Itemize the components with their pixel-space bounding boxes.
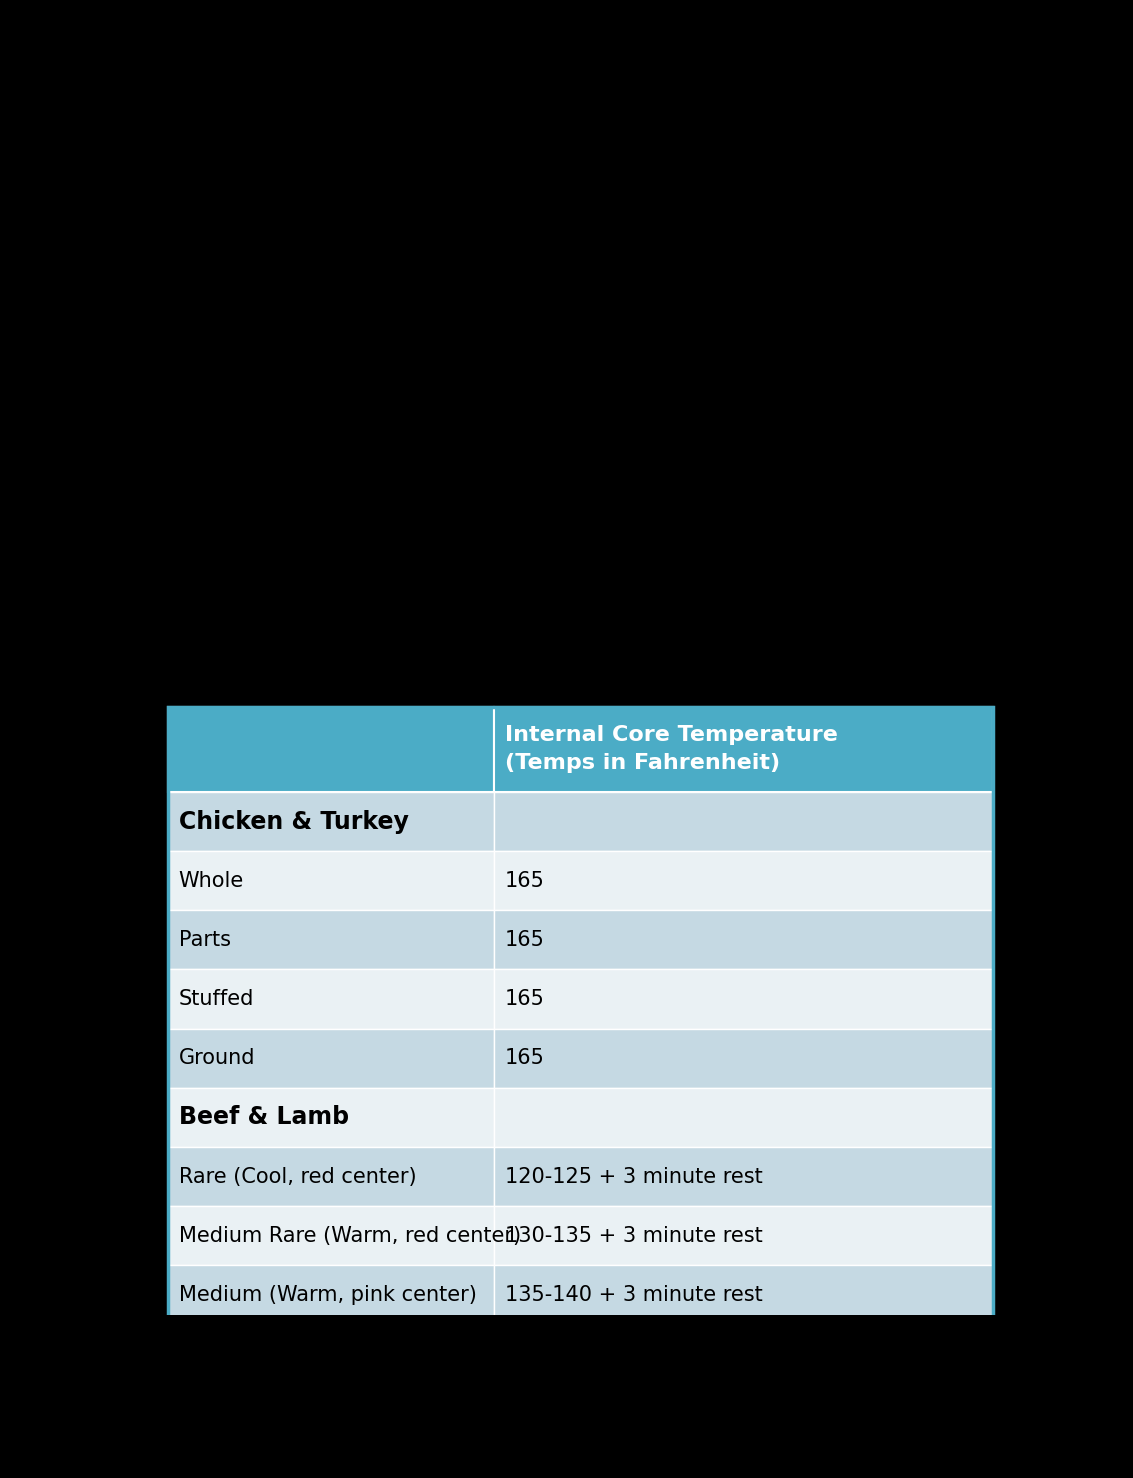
Bar	[494, 970, 994, 1029]
Text: 165: 165	[504, 930, 545, 950]
Text: Parts: Parts	[179, 930, 230, 950]
Bar	[494, 792, 994, 851]
Text: 165: 165	[504, 1048, 545, 1069]
Text: Ground: Ground	[179, 1048, 255, 1069]
Bar	[494, 1324, 994, 1383]
Text: Rare (Cool, red center): Rare (Cool, red center)	[179, 1166, 416, 1187]
Bar	[168, 910, 494, 970]
Text: 120-125 + 3 minute rest: 120-125 + 3 minute rest	[504, 1166, 763, 1187]
Text: Medium Well (Slightly pink center): Medium Well (Slightly pink center)	[179, 1344, 538, 1364]
Bar	[168, 1029, 494, 1088]
Text: Medium (Warm, pink center): Medium (Warm, pink center)	[179, 1284, 476, 1305]
Bar	[168, 1443, 494, 1478]
Bar	[168, 706, 994, 1478]
Text: Stuffed: Stuffed	[179, 989, 254, 1009]
Bar	[168, 1383, 494, 1443]
Text: Ground: Ground	[179, 1462, 255, 1478]
Text: Beef & Lamb: Beef & Lamb	[179, 1106, 349, 1129]
Text: Internal Core Temperature
(Temps in Fahrenheit): Internal Core Temperature (Temps in Fahr…	[504, 726, 837, 773]
Bar	[494, 1443, 994, 1478]
Text: Medium Rare (Warm, red center): Medium Rare (Warm, red center)	[179, 1225, 521, 1246]
Text: 130-135 + 3 minute rest: 130-135 + 3 minute rest	[504, 1225, 763, 1246]
Text: 165: 165	[504, 989, 545, 1009]
Bar	[494, 1029, 994, 1088]
Bar	[494, 1383, 994, 1443]
Text: 135-140 + 3 minute rest: 135-140 + 3 minute rest	[504, 1284, 763, 1305]
Text: Chicken & Turkey: Chicken & Turkey	[179, 810, 408, 834]
Bar	[168, 1088, 494, 1147]
Bar	[494, 1088, 994, 1147]
Bar	[168, 792, 494, 851]
Text: 160: 160	[504, 1462, 545, 1478]
Text: Well Done (Little to no pink): Well Done (Little to no pink)	[179, 1403, 470, 1423]
Bar	[168, 706, 494, 792]
Bar	[494, 1147, 994, 1206]
Bar	[494, 910, 994, 970]
Bar	[168, 851, 494, 910]
Text: 165: 165	[504, 871, 545, 891]
Bar	[168, 1265, 494, 1324]
Bar	[168, 1324, 494, 1383]
Text: Whole: Whole	[179, 871, 244, 891]
Bar	[168, 1206, 494, 1265]
Text: 145 + 3 minute rest: 145 + 3 minute rest	[504, 1344, 715, 1364]
Bar	[494, 1206, 994, 1265]
Text: 160 + 3 minute rest: 160 + 3 minute rest	[504, 1403, 715, 1423]
Bar	[494, 851, 994, 910]
Bar	[494, 1265, 994, 1324]
Bar	[168, 970, 494, 1029]
Bar	[168, 1147, 494, 1206]
Bar	[494, 706, 994, 792]
